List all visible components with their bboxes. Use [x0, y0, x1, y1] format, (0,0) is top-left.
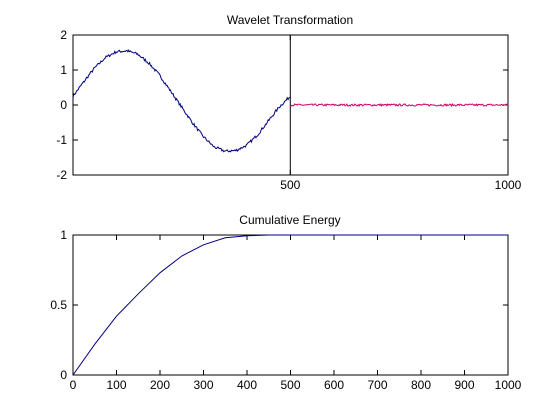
x-tick-label: 200 — [150, 378, 170, 392]
x-tick-label: 500 — [280, 378, 300, 392]
x-tick-label: 700 — [367, 378, 387, 392]
y-tick-label: 1 — [60, 228, 67, 242]
series-line-0 — [72, 49, 291, 153]
x-tick-label: 1000 — [495, 378, 522, 392]
series-line-0 — [72, 234, 508, 376]
x-tick-label: 400 — [237, 378, 257, 392]
series-line-1 — [290, 102, 509, 108]
y-tick-label: 0.5 — [50, 298, 67, 312]
x-tick-label: 1000 — [495, 178, 522, 192]
x-tick-label: 300 — [193, 378, 213, 392]
wavelet-title: Wavelet Transformation — [227, 13, 353, 27]
y-tick-label: 0 — [60, 98, 67, 112]
energy-panel: Cumulative Energy 1 0.5 0 0 100 200 300 400 500… — [50, 213, 521, 392]
wavelet-panel: Wavelet Transformation 2 1 0 -1 -2 500 1000 — [56, 13, 521, 192]
x-tick-label: 100 — [106, 378, 126, 392]
y-tick-label: 0 — [60, 368, 67, 382]
y-tick-label: 2 — [60, 28, 67, 42]
y-tick-label: 1 — [60, 63, 67, 77]
x-tick-label: 900 — [454, 378, 474, 392]
x-tick-label: 800 — [411, 378, 431, 392]
x-tick-label: 500 — [280, 178, 300, 192]
energy-plot-frame — [72, 234, 509, 376]
y-tick-label: -2 — [56, 168, 67, 182]
energy-title: Cumulative Energy — [239, 213, 340, 227]
x-tick-label: 0 — [70, 378, 77, 392]
y-tick-label: -1 — [56, 133, 67, 147]
x-tick-label: 600 — [324, 378, 344, 392]
